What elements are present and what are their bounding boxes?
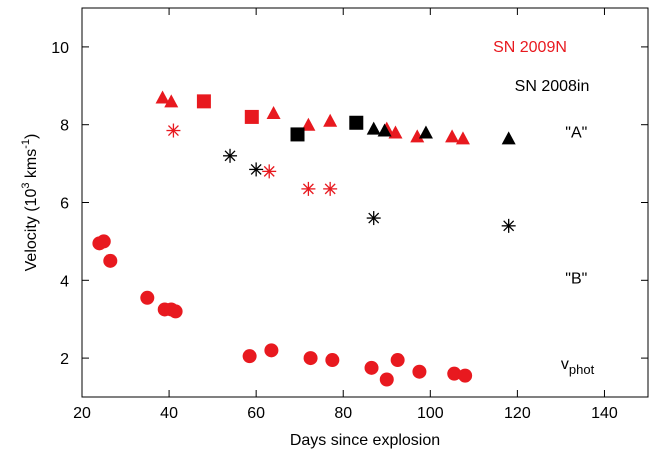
point-triangle <box>155 90 170 104</box>
point-circle <box>264 343 279 358</box>
y-axis-label-sup2: -1 <box>20 139 32 149</box>
annotation-vphot-sub: phot <box>569 362 595 377</box>
legend-sn2009n: SN 2009N <box>493 39 567 56</box>
point-circle <box>303 351 318 366</box>
point-circle <box>242 349 257 364</box>
point-triangle <box>323 113 338 127</box>
point-circle <box>364 360 379 375</box>
point-triangle <box>455 131 470 145</box>
point-square <box>244 109 259 124</box>
x-tick-label: 80 <box>334 405 352 422</box>
x-tick-label: 40 <box>160 405 178 422</box>
point-square <box>196 94 211 109</box>
x-tick-label: 120 <box>504 405 531 422</box>
y-axis-label-sup1: 3 <box>20 183 32 189</box>
y-tick-label: 4 <box>60 273 69 290</box>
point-asterisk <box>249 162 264 177</box>
y-axis-label-mid: kms <box>23 149 40 183</box>
y-axis-label: Velocity (103 kms-1) <box>20 134 40 272</box>
point-triangle <box>366 121 381 135</box>
point-triangle <box>418 125 433 139</box>
plot-frame <box>81 7 649 398</box>
y-axis-label-end: ) <box>23 134 40 139</box>
point-asterisk <box>223 148 238 163</box>
point-circle <box>325 353 340 368</box>
point-circle <box>447 366 462 381</box>
axis-ticks: 20 40 60 80 100 120 140 2 4 6 8 10 <box>51 8 648 422</box>
point-square <box>290 127 305 142</box>
y-tick-label: 6 <box>60 196 69 213</box>
y-tick-label: 2 <box>60 351 69 368</box>
point-circle <box>168 304 183 319</box>
legend-sn2008in: SN 2008in <box>515 78 590 95</box>
x-axis-label: Days since explosion <box>290 432 440 449</box>
point-circle <box>140 290 155 305</box>
y-tick-label: 8 <box>60 118 69 135</box>
x-tick-label: 140 <box>591 405 618 422</box>
point-asterisk <box>501 218 516 233</box>
x-tick-label: 100 <box>417 405 444 422</box>
point-asterisk <box>262 164 277 179</box>
point-square <box>349 115 364 130</box>
point-asterisk <box>366 211 381 226</box>
y-tick-label: 10 <box>51 40 69 57</box>
point-triangle <box>164 94 179 108</box>
point-triangle <box>301 117 316 131</box>
point-circle <box>412 364 427 379</box>
point-triangle <box>266 106 281 120</box>
point-circle <box>390 353 405 368</box>
y-axis-label-base: Velocity (10 <box>23 189 40 272</box>
annotation-a: "A" <box>565 124 587 141</box>
point-asterisk <box>301 181 316 196</box>
point-circle <box>379 372 394 387</box>
x-tick-label: 20 <box>73 405 91 422</box>
point-triangle <box>445 129 460 143</box>
point-asterisk <box>323 181 338 196</box>
data-marks <box>92 90 516 387</box>
annotation-b: "B" <box>565 270 587 287</box>
point-circle <box>103 253 118 268</box>
point-triangle <box>410 129 425 143</box>
annotation-vphot: vphot <box>561 356 595 377</box>
point-triangle <box>501 131 516 145</box>
point-triangle <box>377 123 392 137</box>
axes <box>81 7 649 398</box>
point-asterisk <box>166 123 181 138</box>
point-circle <box>96 234 111 249</box>
annotation-vphot-base: v <box>561 356 569 373</box>
point-triangle <box>388 125 403 139</box>
point-circle <box>458 368 473 383</box>
x-tick-label: 60 <box>247 405 265 422</box>
